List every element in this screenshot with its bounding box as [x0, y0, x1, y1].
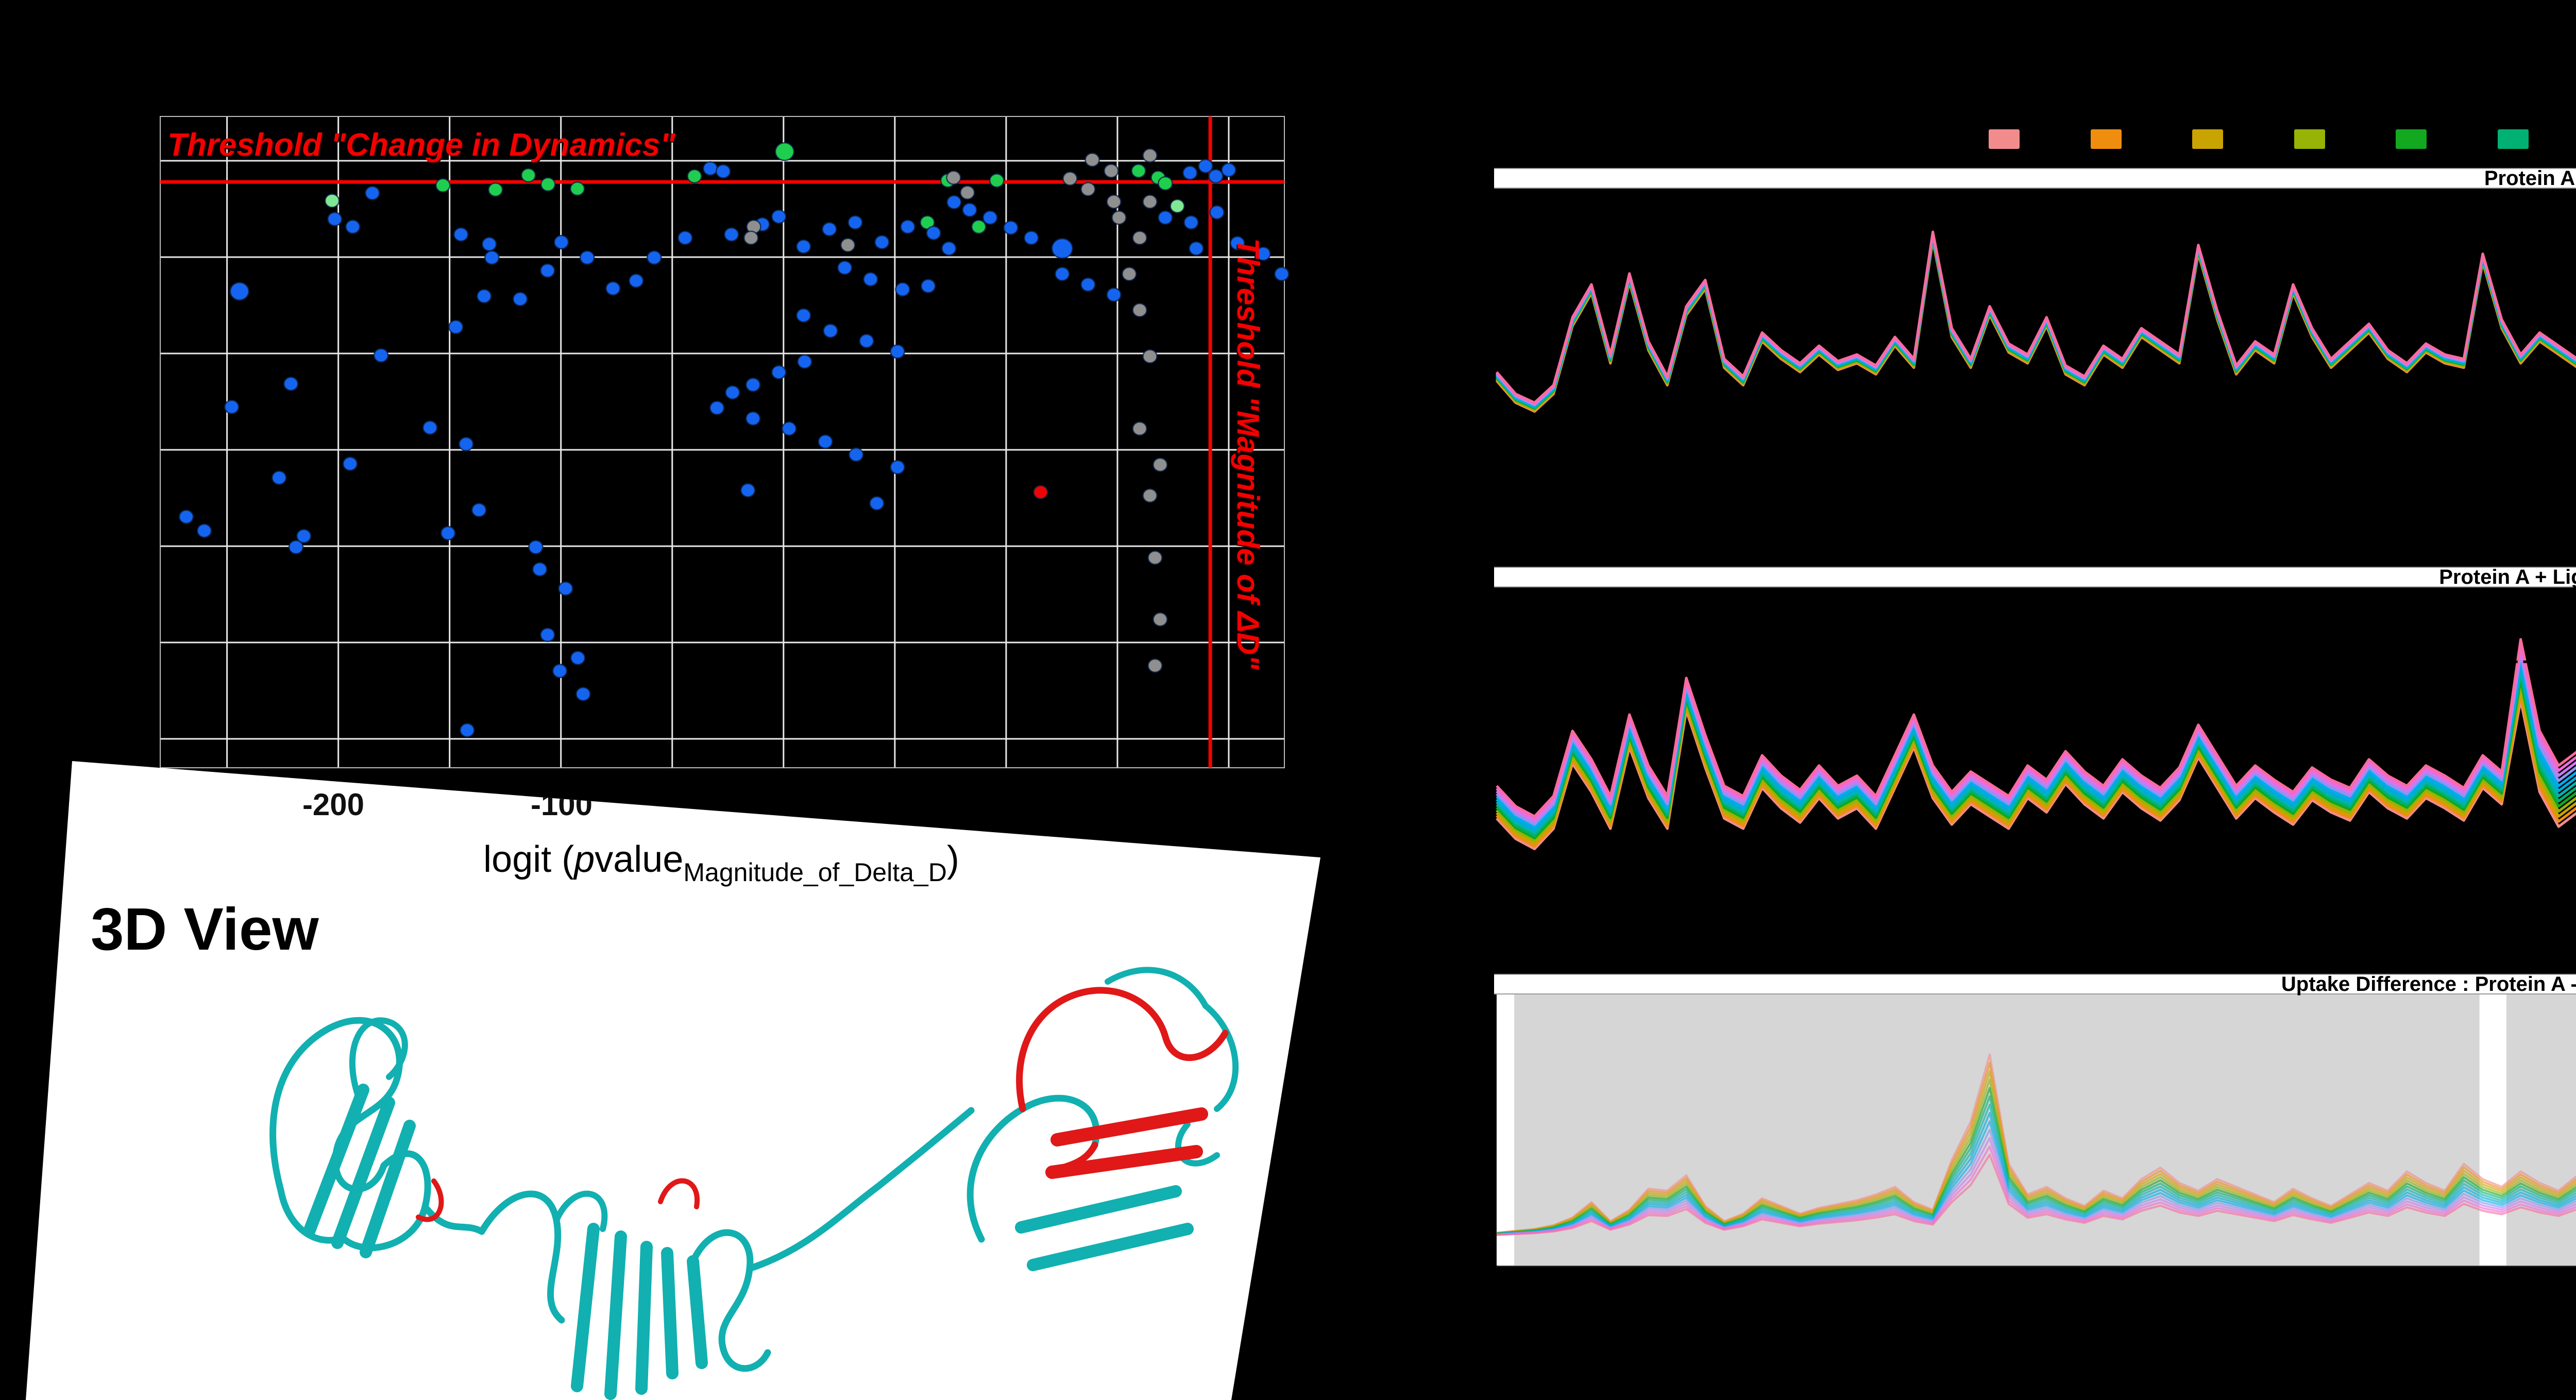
x-axis-title: logit (pvalueMagnitude_of_Delta_D) [483, 839, 959, 887]
series-t13[interactable] [1496, 638, 2576, 818]
x-tick-neg200: -200 [302, 787, 364, 822]
series-t13[interactable] [1496, 1154, 2576, 1236]
series-t6[interactable] [1496, 1095, 2576, 1235]
legend-swatch-6[interactable] [2497, 129, 2529, 149]
volcano-points[interactable] [178, 142, 1290, 738]
protein-a-chart[interactable] [1496, 187, 2576, 567]
series-t3[interactable] [1496, 1070, 2576, 1235]
panel-title-uptake-difference: Uptake Difference : Protein A - (Protein… [2281, 972, 2576, 996]
panel-title-bar-protein-a: Protein A [1494, 166, 2576, 190]
series-t13[interactable] [1496, 223, 2576, 404]
legend-swatch-3[interactable] [2192, 129, 2223, 149]
legend-swatch-2[interactable] [2090, 129, 2122, 149]
legend-swatch-5[interactable] [2396, 129, 2427, 149]
series-t7[interactable] [1496, 1103, 2576, 1235]
legend-swatch-4[interactable] [2294, 129, 2325, 149]
threshold-change-in-dynamics-label: Threshold "Change in Dynamics" [167, 127, 675, 163]
series-t11[interactable] [1496, 1137, 2576, 1236]
panel-title-bar-protein-a-ligand: Protein A + Ligand [1494, 565, 2576, 588]
protein-structure[interactable] [269, 967, 1239, 1400]
series-t12[interactable] [1496, 1145, 2576, 1236]
protein-a-ligand-chart[interactable] [1496, 586, 2576, 969]
volcano-plot[interactable] [160, 116, 1290, 768]
uptake-difference-chart[interactable] [1496, 992, 2576, 1268]
series-t10[interactable] [1496, 1128, 2576, 1236]
threshold-magnitude-label: Threshold "Magnitude of ΔD" [1231, 238, 1265, 670]
x-tick-neg100: -100 [531, 787, 592, 822]
series-t2[interactable] [1496, 1061, 2576, 1234]
panel-title-bar-uptake-difference: Uptake Difference : Protein A - (Protein… [1494, 972, 2576, 996]
timepoint-legend [1989, 128, 2576, 150]
series-t8[interactable] [1496, 1112, 2576, 1235]
view3d-title: 3D View [91, 896, 319, 963]
legend-swatch-1[interactable] [1989, 129, 2020, 149]
volcano-axis-labels: -200 -100 logit (pvalueMagnitude_of_Delt… [302, 787, 959, 887]
panel-title-protein-a: Protein A [2484, 166, 2575, 190]
series-t9[interactable] [1496, 1120, 2576, 1236]
series-t5[interactable] [1496, 1087, 2576, 1235]
series-t4[interactable] [1496, 1078, 2576, 1235]
series-t1[interactable] [1496, 1053, 2576, 1234]
panel-title-protein-a-ligand: Protein A + Ligand [2439, 565, 2576, 588]
